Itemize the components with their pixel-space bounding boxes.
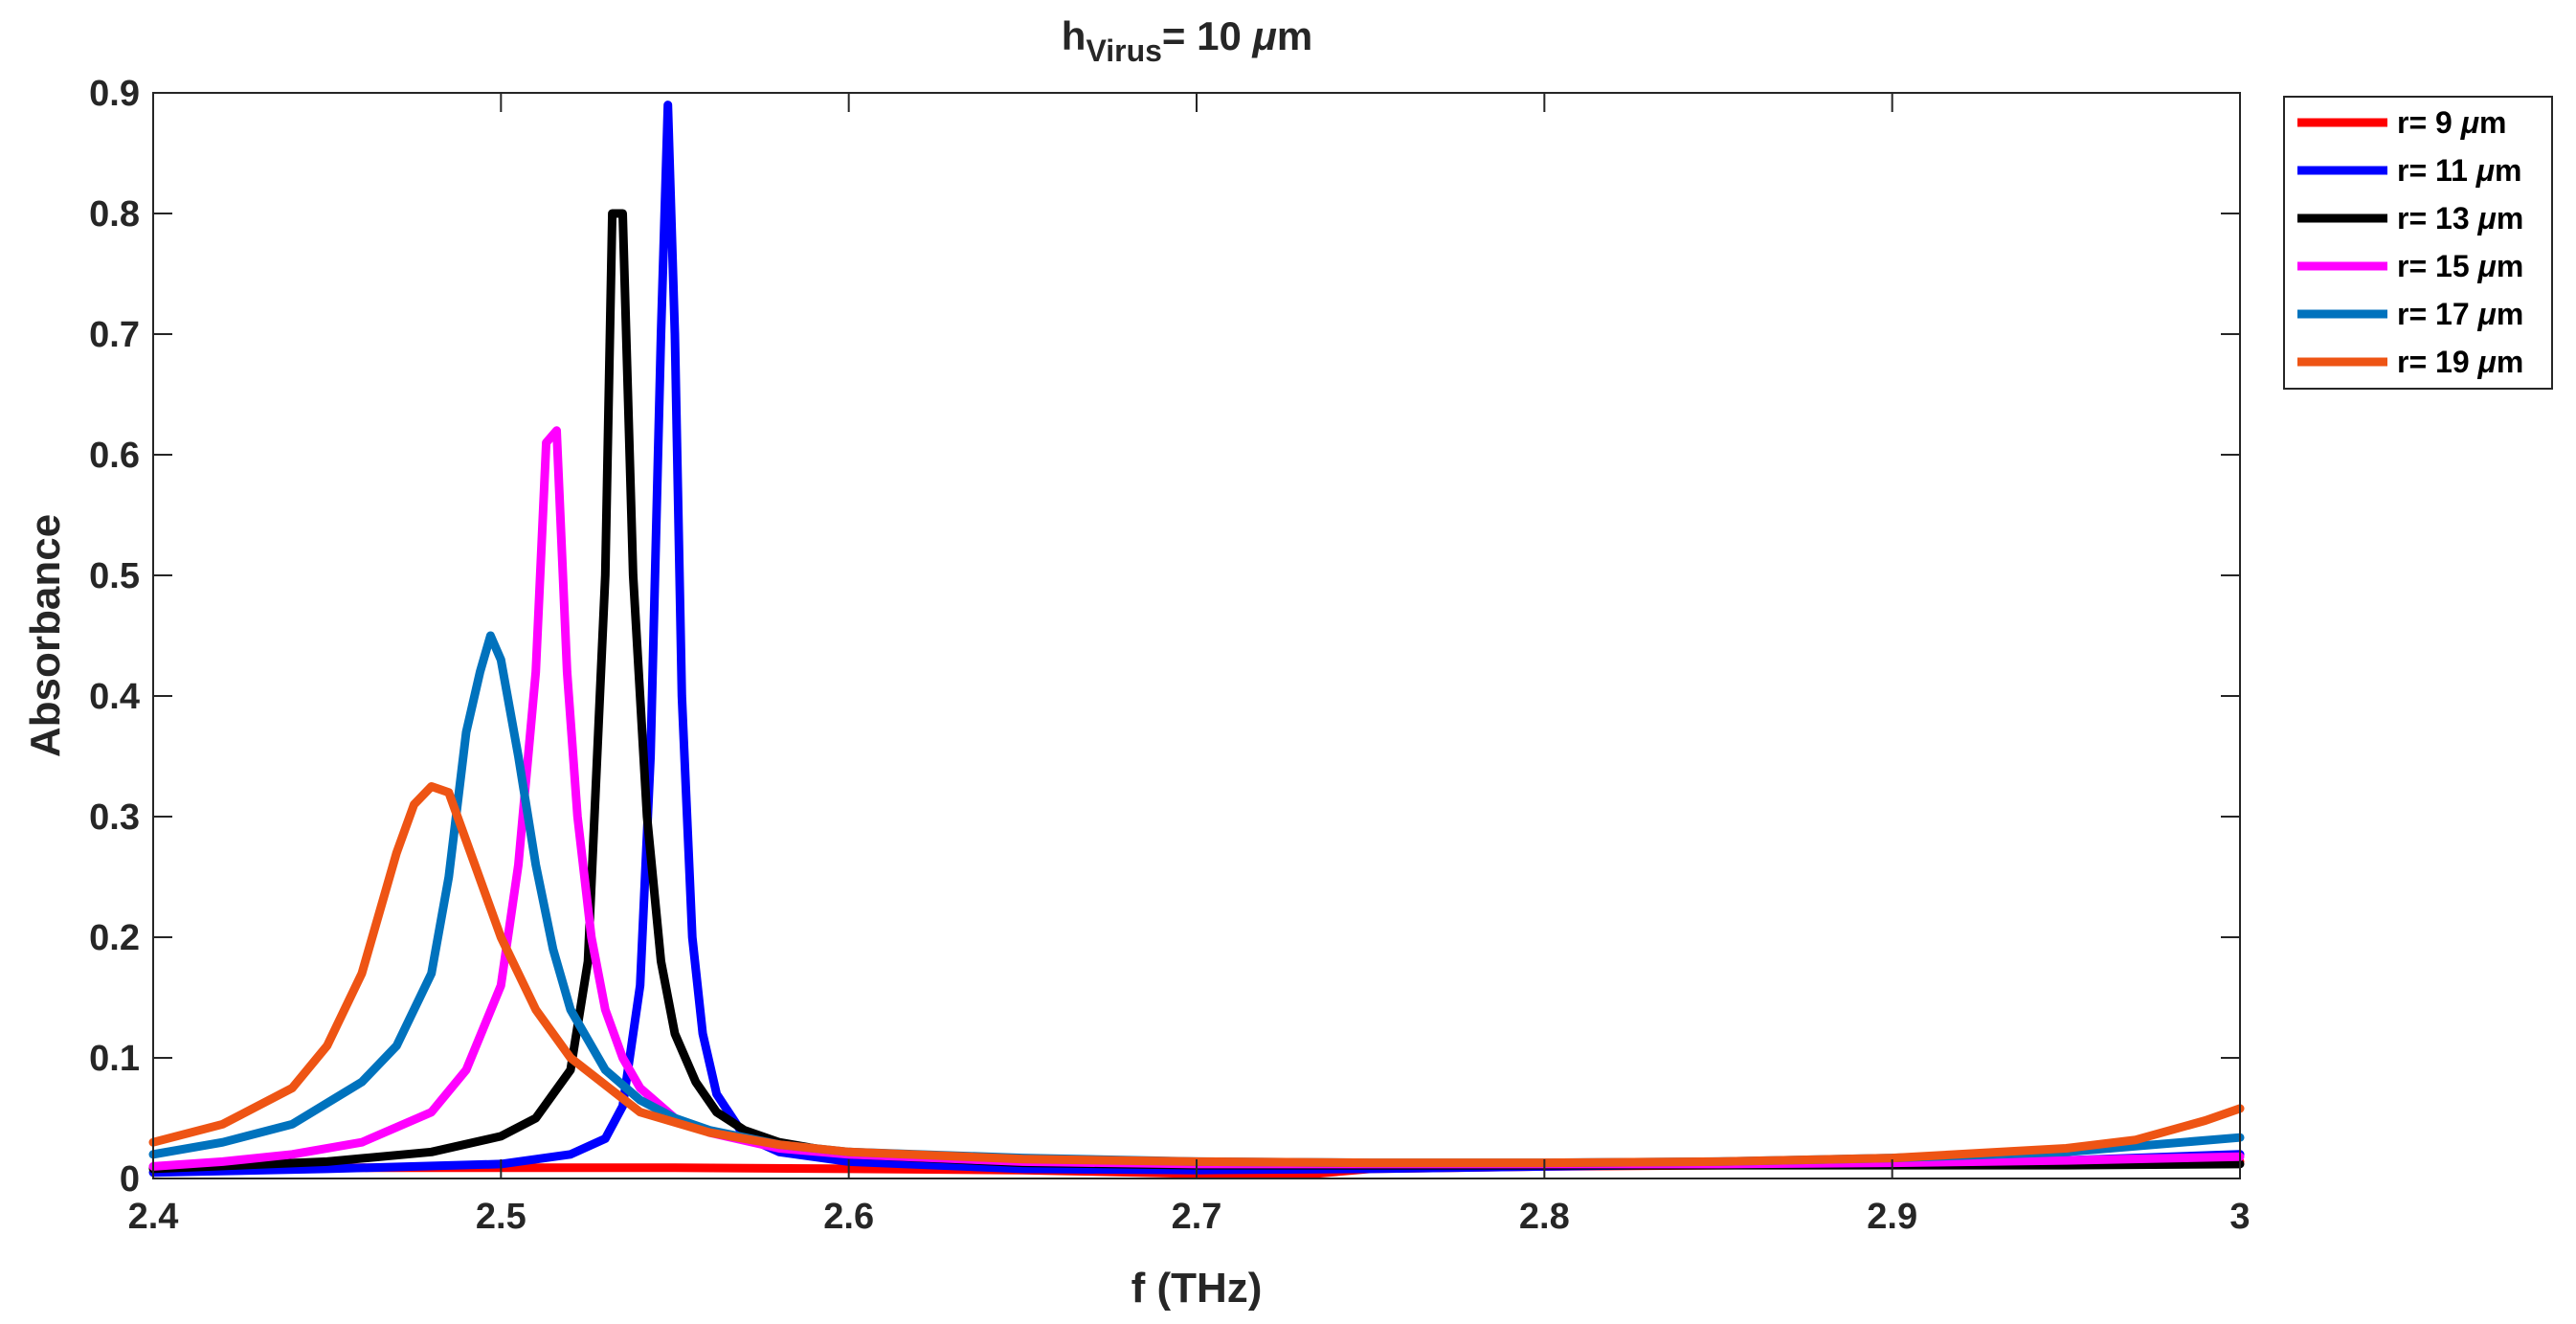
tick-layer: 2.4 2.5 2.6 2.7 2.8 2.9 3 0 0.1 0.2 0.3 0.4 0.5 0.6 0.… xyxy=(89,74,2250,1237)
x-tick-label: 3 xyxy=(2229,1197,2250,1237)
series-layer xyxy=(148,101,2245,1179)
chart-title-mu: μ xyxy=(1252,13,1277,58)
legend: r= 9 μm r= 11 μm r= 13 μm r= 15 μm r= 17 μm r… xyxy=(2283,96,2553,390)
y-tick-label: 0.1 xyxy=(89,1039,140,1079)
x-tick-label: 2.5 xyxy=(476,1197,526,1237)
chart-title-unit: m xyxy=(1277,13,1312,58)
x-tick-label: 2.8 xyxy=(1519,1197,1570,1237)
y-tick-label: 0.8 xyxy=(89,194,140,235)
chart-title-main: h xyxy=(1062,13,1086,58)
legend-box xyxy=(2283,96,2553,390)
y-tick-label: 0.6 xyxy=(89,436,140,476)
x-axis-title: f (THz) xyxy=(1131,1265,1263,1312)
x-tick-label: 2.6 xyxy=(823,1197,874,1237)
legend-label: r= 9 μm xyxy=(2397,105,2506,140)
legend-entries: r= 9 μm r= 11 μm r= 13 μm r= 15 μm r= 17 μm r… xyxy=(2297,105,2523,379)
chart-title-rest: = 10 xyxy=(1162,13,1253,58)
legend-entry-5: r= 19 μm xyxy=(2297,345,2523,379)
chart-title-subscript: Virus xyxy=(1086,34,1161,68)
legend-entry-2: r= 13 μm xyxy=(2297,201,2523,236)
y-tick-label: 0 xyxy=(120,1159,140,1200)
y-tick-label: 0.9 xyxy=(89,74,140,114)
y-tick-label: 0.2 xyxy=(89,918,140,958)
y-tick-label: 0.5 xyxy=(89,556,140,596)
legend-label: r= 15 μm xyxy=(2397,249,2523,283)
legend-label: r= 17 μm xyxy=(2397,297,2523,331)
legend-entry-1: r= 11 μm xyxy=(2297,153,2522,188)
legend-label: r= 13 μm xyxy=(2397,201,2523,236)
x-tick-label: 2.4 xyxy=(128,1197,179,1237)
plot-background xyxy=(153,93,2240,1178)
y-tick-label: 0.4 xyxy=(89,677,140,717)
series-line-5 xyxy=(148,782,2245,1168)
y-tick-label: 0.7 xyxy=(89,315,140,355)
plot-area: 2.4 2.5 2.6 2.7 2.8 2.9 3 0 0.1 0.2 0.3 0.4 0.5 0.6 0.… xyxy=(89,74,2250,1237)
legend-entry-4: r= 17 μm xyxy=(2297,297,2523,331)
chart-title: hVirus= 10 μm xyxy=(1062,13,1312,68)
legend-entry-0: r= 9 μm xyxy=(2297,105,2506,140)
y-tick-label: 0.3 xyxy=(89,797,140,838)
x-tick-label: 2.7 xyxy=(1172,1197,1222,1237)
legend-entry-3: r= 15 μm xyxy=(2297,249,2523,283)
x-tick-label: 2.9 xyxy=(1867,1197,1917,1237)
legend-label: r= 19 μm xyxy=(2397,345,2523,379)
y-axis-title: Absorbance xyxy=(22,514,69,757)
legend-label: r= 11 μm xyxy=(2397,153,2522,188)
